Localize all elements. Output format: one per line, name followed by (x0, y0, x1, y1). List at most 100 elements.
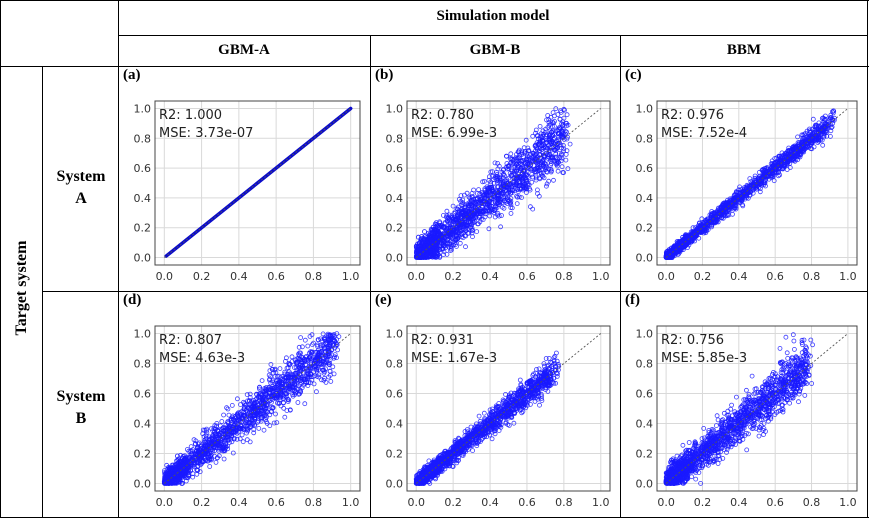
header-divider (118, 35, 868, 36)
y-tick-label: 0.6 (636, 162, 654, 175)
data-point (303, 338, 307, 342)
y-tick-label: 0.4 (134, 192, 152, 205)
column-header-gbm-a: GBM-A (118, 42, 370, 59)
y-tick-label: 0.6 (386, 162, 404, 175)
row-label-system-a: System A (44, 166, 118, 210)
y-tick-label: 0.4 (636, 192, 654, 205)
data-point (256, 419, 260, 423)
data-point (296, 401, 300, 405)
data-point (328, 369, 332, 373)
data-point (332, 372, 336, 376)
y-tick-label: 0.4 (386, 192, 404, 205)
data-point (423, 230, 427, 234)
r2-annotation: R2: 1.000 (159, 108, 222, 123)
data-point (509, 152, 513, 156)
y-tick-label: 0.2 (636, 222, 654, 235)
data-point (262, 428, 266, 432)
y-tick-label: 0.0 (636, 252, 654, 265)
x-tick-label: 0.6 (766, 270, 784, 283)
r2-annotation: R2: 0.780 (411, 108, 474, 123)
x-tick-label: 0.0 (156, 496, 174, 509)
y-tick-label: 0.0 (134, 478, 152, 491)
y-tick-label: 0.2 (134, 222, 152, 235)
x-tick-label: 1.0 (342, 496, 360, 509)
data-point (282, 406, 286, 410)
data-point (531, 134, 535, 138)
row-label-system-b-line2: B (44, 408, 118, 430)
y-tick-label: 0.4 (134, 418, 152, 431)
data-point (257, 426, 261, 430)
row-label-system-a-line2: A (44, 188, 118, 210)
x-tick-label: 0.8 (305, 270, 323, 283)
data-point (284, 356, 288, 360)
data-point (556, 113, 560, 117)
data-point (531, 207, 535, 211)
data-point (566, 167, 570, 171)
r2-annotation: R2: 0.976 (661, 108, 724, 123)
data-point (471, 235, 475, 239)
x-tick-label: 0.4 (230, 496, 248, 509)
y-tick-label: 1.0 (386, 102, 404, 115)
table-border-left (0, 0, 1, 518)
y-tick-label: 0.6 (134, 162, 152, 175)
data-point (515, 202, 519, 206)
data-point (290, 355, 294, 359)
data-point (306, 344, 310, 348)
row-label-system-b: System B (44, 386, 118, 430)
data-point (556, 169, 560, 173)
x-tick-label: 1.0 (592, 270, 610, 283)
x-tick-label: 0.2 (193, 270, 211, 283)
data-point (208, 465, 212, 469)
data-point (564, 152, 568, 156)
x-tick-label: 0.2 (444, 270, 462, 283)
panel-label: (c) (625, 67, 642, 84)
data-point (757, 170, 761, 174)
data-point (331, 365, 335, 369)
table-border-top (0, 0, 869, 1)
data-point (336, 348, 340, 352)
x-tick-label: 0.2 (193, 496, 211, 509)
x-tick-label: 0.0 (156, 270, 174, 283)
row-label-system-a-line1: System (44, 166, 118, 188)
data-point (821, 143, 825, 147)
data-point (568, 142, 572, 146)
y-tick-label: 0.8 (636, 132, 654, 145)
table-border-right (867, 0, 868, 518)
y-tick-label: 0.2 (134, 448, 152, 461)
target-system-label: Target system (13, 228, 31, 348)
y-tick-label: 0.8 (134, 132, 152, 145)
data-point (283, 415, 287, 419)
table-border-bottom (0, 517, 869, 518)
data-point (538, 124, 542, 128)
column-header-bbm: BBM (620, 42, 868, 59)
data-point (222, 457, 226, 461)
y-tick-label: 0.2 (386, 222, 404, 235)
data-point (458, 241, 462, 245)
data-point (509, 211, 513, 215)
data-point (552, 178, 556, 182)
y-tick-label: 0.0 (134, 252, 152, 265)
row-label-system-b-line1: System (44, 386, 118, 408)
x-tick-label: 0.6 (518, 270, 536, 283)
panel-label: (b) (375, 67, 393, 84)
panel-label: (a) (123, 67, 141, 84)
y-tick-label: 1.0 (636, 102, 654, 115)
data-point (227, 413, 231, 417)
data-point (214, 460, 218, 464)
data-point (220, 420, 224, 424)
data-point (475, 230, 479, 234)
data-point (731, 212, 735, 216)
data-point (248, 440, 252, 444)
x-tick-label: 1.0 (839, 270, 857, 283)
y-tick-label: 0.0 (386, 252, 404, 265)
data-point (524, 138, 528, 142)
y-tick-label: 0.8 (134, 358, 152, 371)
data-point (240, 433, 244, 437)
data-point (464, 245, 468, 249)
data-point (299, 336, 303, 340)
